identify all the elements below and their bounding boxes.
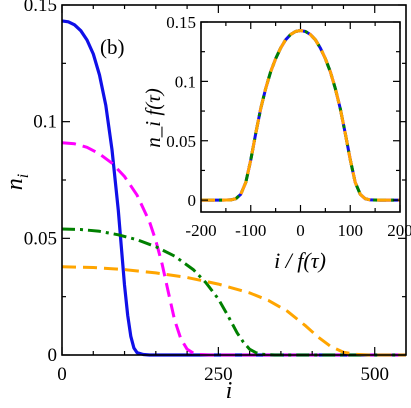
inset-y-axis-title: n_i f(τ) [141, 88, 165, 147]
main-x-tick-label: 250 [204, 364, 233, 385]
inset-x-tick-label: -100 [235, 221, 266, 240]
main-y-tick-label: 0.1 [33, 112, 57, 133]
main-y-tick-label: 0.15 [24, 0, 57, 16]
inset-y-tick-label: 0 [188, 191, 197, 210]
main-y-tick-label: 0 [48, 345, 58, 366]
main-series-line-4 [61, 265, 406, 357]
main-x-axis-title: i [226, 378, 233, 404]
inset-y-tick-label: 0.1 [175, 72, 196, 91]
main-series-line-2 [61, 141, 406, 357]
inset-x-tick-label: 0 [296, 221, 305, 240]
svg-text:ni: ni [2, 174, 32, 190]
inset-x-tick-label: 200 [387, 221, 411, 240]
main-x-tick-label: 0 [57, 364, 67, 385]
inset-y-tick-label: 0.15 [166, 13, 196, 32]
main-y-tick-label: 0.05 [24, 228, 57, 249]
inset-y-tick-label: 0.05 [166, 132, 196, 151]
inset-series-group [201, 29, 400, 202]
svg-text:n_i f(τ): n_i f(τ) [141, 88, 165, 147]
main-series-group [61, 19, 406, 357]
inset-x-tick-label: 100 [338, 221, 364, 240]
inset-x-axis-title: i / f(τ) [274, 248, 326, 273]
main-chart: 0 250 500 0 0.05 0.1 0.15 (b) i ni [2, 0, 407, 404]
main-tick-group: 0 250 500 0 0.05 0.1 0.15 [24, 0, 406, 385]
inset-background [200, 22, 400, 212]
inset-x-tick-label: -200 [185, 221, 216, 240]
inset-tick-group: -200 -100 0 100 200 0 0.05 0.1 0.15 [166, 13, 411, 240]
inset-chart: -200 -100 0 100 200 0 0.05 0.1 0.15 i / f(τ) n_i… [141, 13, 411, 273]
main-series-line-1 [61, 19, 406, 357]
inset-series-line-4 [201, 29, 400, 202]
panel-label: (b) [100, 35, 125, 59]
inset-series-line-3 [201, 29, 400, 202]
main-y-axis-title: ni [2, 174, 32, 190]
main-x-tick-label: 500 [360, 364, 389, 385]
main-series-line-3 [61, 227, 406, 357]
